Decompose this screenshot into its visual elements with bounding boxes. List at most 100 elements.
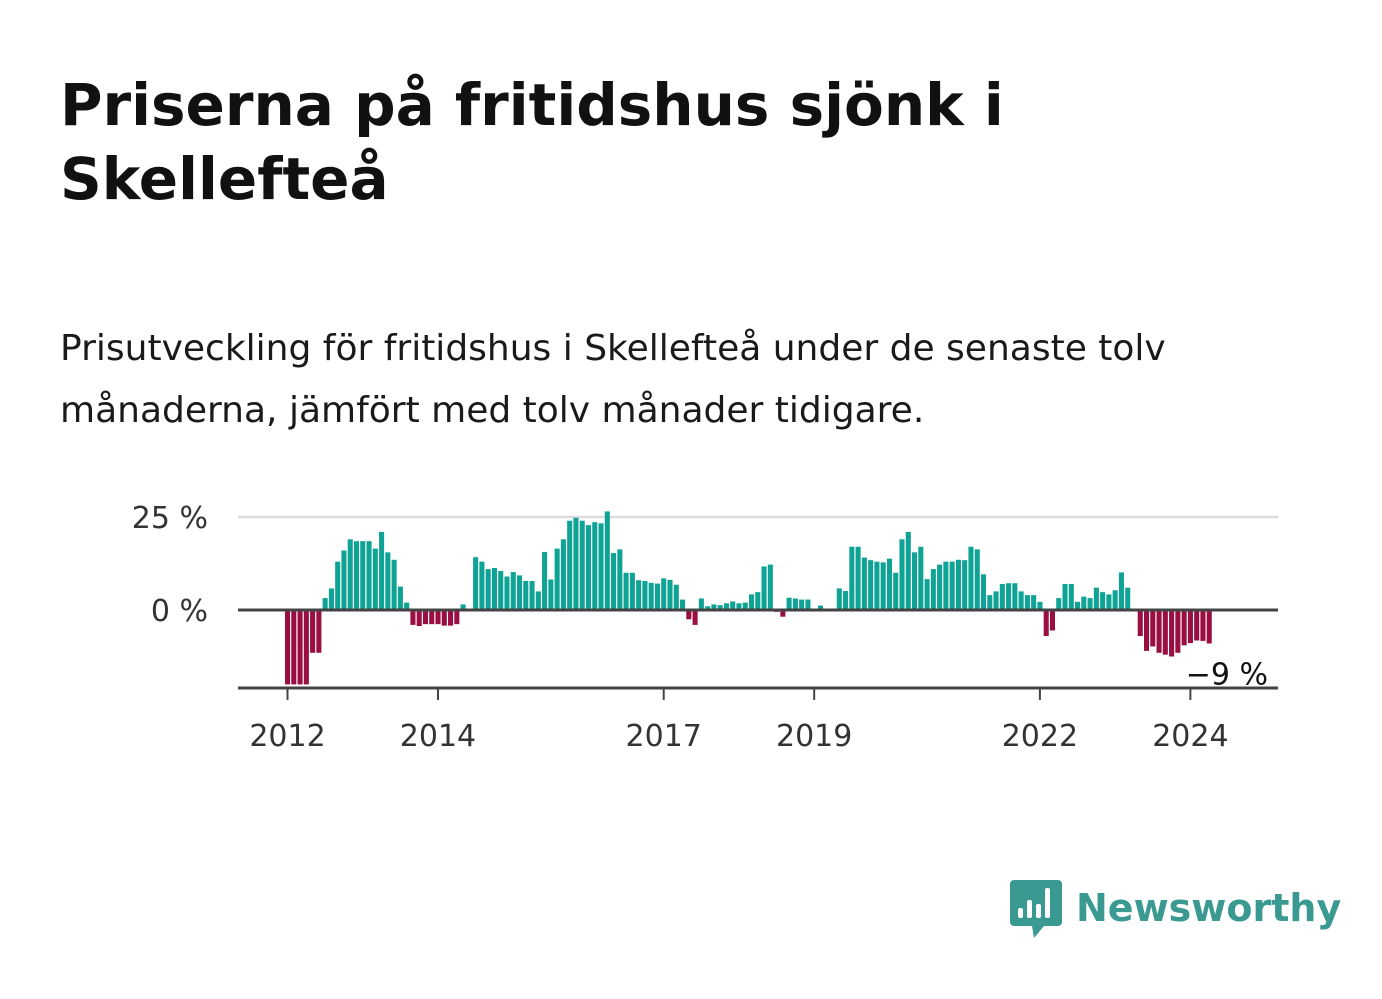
bar (391, 559, 397, 610)
bar (1112, 590, 1118, 610)
bar (579, 520, 585, 610)
bar (548, 579, 554, 610)
bar (692, 610, 698, 625)
bar (686, 610, 692, 620)
x-tick-label: 2017 (626, 719, 702, 754)
bar (761, 566, 767, 610)
bar (353, 541, 360, 610)
bar (498, 570, 504, 610)
bar (1181, 610, 1187, 646)
bar (792, 598, 798, 610)
bar (1093, 587, 1099, 610)
bar (930, 569, 936, 610)
bar (1024, 595, 1030, 610)
bar (705, 606, 711, 610)
bar (322, 598, 328, 610)
bar (372, 548, 378, 610)
bar (1206, 610, 1212, 644)
bar (805, 599, 811, 610)
bar (611, 553, 617, 610)
tick-labels: 25 % 0 % 2012 2014 2017 2019 2022 2024 −9 % (132, 501, 1268, 754)
bar (1187, 610, 1193, 644)
bar (673, 584, 679, 610)
bar (429, 610, 435, 625)
bar (661, 578, 667, 610)
x-tick-label: 2012 (249, 719, 325, 754)
bar (397, 586, 403, 610)
bar (987, 595, 993, 610)
bar (479, 561, 485, 610)
bar (937, 564, 943, 610)
bar (416, 610, 422, 626)
chart-title: Priserna på fritidshus sjönk i Skellefte… (60, 71, 1004, 213)
bar (1031, 595, 1037, 610)
bar (585, 525, 592, 610)
bar (1037, 601, 1043, 610)
bar (786, 597, 792, 610)
bar (723, 603, 729, 610)
chart-subtitle: Prisutveckling för fritidshus i Skelleft… (60, 328, 1166, 431)
bar (1087, 598, 1093, 610)
bar (799, 599, 805, 610)
bar (1018, 591, 1024, 610)
bar (460, 604, 466, 610)
bar (767, 564, 773, 610)
bar (924, 579, 930, 610)
bar (617, 549, 623, 610)
bar (510, 572, 516, 610)
bar (1106, 594, 1112, 610)
bar (573, 517, 579, 610)
bar (968, 546, 974, 610)
bar (905, 531, 911, 610)
brand-name: Newsworthy (1076, 886, 1342, 930)
bar (999, 583, 1005, 610)
bar (886, 558, 892, 610)
bar (1200, 610, 1206, 641)
bar (491, 567, 497, 610)
bar (849, 546, 855, 610)
latest-value-annotation: −9 % (1186, 657, 1268, 692)
bar (441, 610, 447, 626)
bar (880, 562, 886, 610)
bar (1137, 610, 1143, 637)
bar (874, 561, 880, 610)
bar (592, 522, 598, 610)
bar (567, 520, 573, 610)
bar (1012, 583, 1018, 610)
x-tick-label: 2019 (776, 719, 852, 754)
bar (454, 610, 460, 625)
bar (335, 561, 341, 610)
bar (648, 582, 654, 610)
bar (360, 541, 366, 610)
bar (328, 588, 334, 610)
bar (711, 604, 717, 610)
bar (748, 594, 755, 610)
bar (755, 592, 761, 610)
bar (868, 560, 874, 610)
bar-chart-speech-bubble-icon (1010, 880, 1062, 938)
y-tick-label: 25 % (132, 501, 208, 536)
bar (736, 603, 742, 610)
bar (1075, 601, 1081, 610)
bar (667, 579, 673, 610)
bar (817, 605, 824, 610)
bar (410, 610, 416, 625)
x-tick-label: 2022 (1002, 719, 1078, 754)
bar (1175, 610, 1181, 653)
bar (955, 559, 961, 610)
bar (899, 539, 905, 610)
bar (516, 575, 523, 610)
bar (297, 610, 303, 685)
bar (422, 610, 429, 625)
bar (379, 531, 385, 610)
bar (598, 523, 604, 610)
bar (604, 511, 610, 610)
bar (730, 601, 736, 610)
bar (717, 605, 723, 610)
bar (1118, 572, 1124, 610)
bar (285, 610, 291, 685)
bar (1056, 598, 1062, 610)
bar-series (285, 511, 1212, 685)
bar (485, 569, 491, 610)
bar (780, 610, 786, 617)
